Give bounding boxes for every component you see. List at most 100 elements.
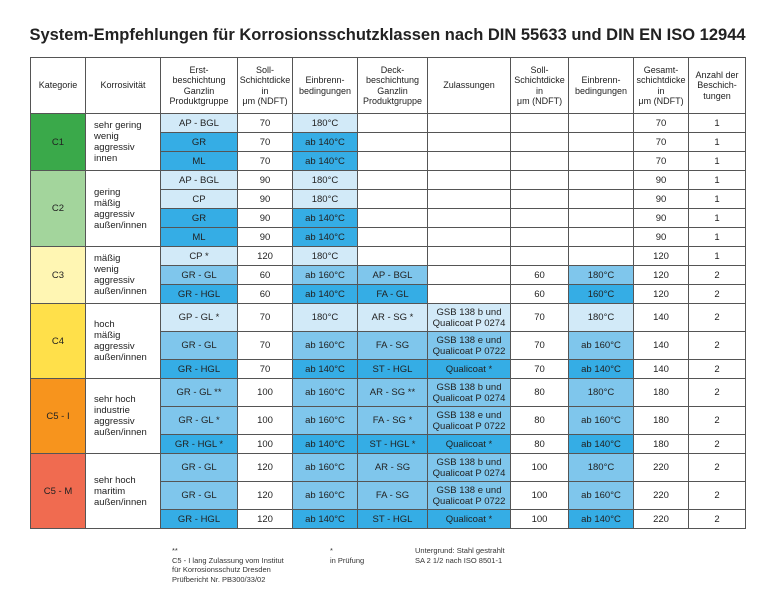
cell: 120 bbox=[237, 509, 293, 529]
cell: ST - HGL * bbox=[357, 434, 428, 454]
text-line: GSB 138 b und bbox=[436, 381, 502, 393]
text-line: Soll- bbox=[255, 64, 274, 75]
text-line: Produktgruppe bbox=[169, 96, 229, 106]
cell: 120 bbox=[237, 481, 293, 510]
empty-cell bbox=[427, 151, 511, 171]
table-row: GR - HGL 60 ab 140°C FA - GL 60 160°C 120 2 bbox=[31, 284, 746, 304]
cell: FA - SG bbox=[357, 331, 428, 360]
cell: 180 bbox=[633, 434, 689, 454]
cell: GP - GL * bbox=[160, 303, 238, 332]
cell: ab 160°C bbox=[292, 453, 358, 482]
cell: 90 bbox=[633, 170, 689, 190]
cell: 2 bbox=[688, 303, 746, 332]
cell: 2 bbox=[688, 378, 746, 407]
cell: 90 bbox=[633, 227, 689, 247]
text-line: ** bbox=[172, 546, 178, 555]
text-line: Qualicoat P 0274 bbox=[432, 467, 506, 479]
cell: AR - SG * bbox=[357, 303, 428, 332]
text-line: GSB 138 e und bbox=[436, 334, 502, 346]
cell: 60 bbox=[510, 265, 569, 285]
cell: GR bbox=[160, 132, 238, 152]
text-line: GSB 138 b und bbox=[436, 456, 502, 468]
text-line: Qualicoat P 0722 bbox=[432, 345, 506, 357]
text-line: in bbox=[535, 85, 543, 96]
category-cell: C5 - I bbox=[30, 378, 86, 454]
title: System-Empfehlungen für Korrosionsschutz… bbox=[29, 26, 746, 44]
cell: FA - GL bbox=[357, 284, 428, 304]
table-row: GR - HGL * 100 ab 140°C ST - HGL * Qualicoat… bbox=[31, 434, 746, 454]
cell: ab 140°C bbox=[292, 359, 358, 379]
cell: ab 140°C bbox=[292, 151, 358, 171]
corrosivity-cell: sehr hoch maritim außen/innen bbox=[85, 453, 161, 529]
cell: ab 160°C bbox=[292, 406, 358, 435]
cell: 90 bbox=[633, 189, 689, 209]
cell: ab 140°C bbox=[292, 509, 358, 529]
cell: ab 160°C bbox=[568, 481, 634, 510]
empty-cell bbox=[357, 189, 428, 209]
cell: 180°C bbox=[568, 265, 634, 285]
table-row: GR - HGL 70 ab 140°C ST - HGL Qualicoat * 70 a… bbox=[31, 359, 746, 379]
header-cell: Erst-beschichtung Ganzlin Produktgruppe bbox=[160, 57, 238, 114]
cell: GSB 138 b und Qualicoat P 0274 bbox=[427, 303, 511, 332]
empty-cell bbox=[427, 265, 511, 285]
cell: 180°C bbox=[568, 378, 634, 407]
cell: CP * bbox=[160, 246, 238, 266]
cell: GSB 138 b und Qualicoat P 0274 bbox=[427, 378, 511, 407]
cell: 70 bbox=[510, 303, 569, 332]
text-line: sehr hoch bbox=[94, 474, 136, 486]
cell: ab 160°C bbox=[292, 378, 358, 407]
category-cell: C5 - M bbox=[30, 453, 86, 529]
cell: 180°C bbox=[568, 303, 634, 332]
cell: 2 bbox=[688, 331, 746, 360]
cell: 70 bbox=[633, 113, 689, 133]
cell: ML bbox=[160, 151, 238, 171]
empty-cell bbox=[427, 284, 511, 304]
cell: 90 bbox=[237, 170, 293, 190]
cell: ab 160°C bbox=[568, 406, 634, 435]
text-line: hoch bbox=[94, 319, 115, 330]
text-line: gering bbox=[94, 186, 121, 198]
text-line: Qualicoat P 0722 bbox=[432, 495, 506, 507]
text-line: sehr gering bbox=[94, 120, 142, 131]
text-line: Schichtdicke bbox=[239, 75, 291, 85]
cell: AR - SG bbox=[357, 453, 428, 482]
text-line: μm (NDFT) bbox=[242, 96, 288, 106]
empty-cell bbox=[568, 227, 634, 247]
cell: ML bbox=[160, 227, 238, 247]
cell: GSB 138 e und Qualicoat P 0722 bbox=[427, 481, 511, 510]
table-row: CP 90 180°C 90 1 bbox=[31, 189, 746, 209]
text-line: Soll- bbox=[530, 64, 549, 75]
cell: ab 140°C bbox=[568, 434, 634, 454]
category-cell: C3 bbox=[30, 246, 86, 304]
empty-cell bbox=[357, 132, 428, 152]
cell: 70 bbox=[237, 331, 293, 360]
empty-cell bbox=[357, 170, 428, 190]
text-line: bedingungen bbox=[574, 85, 628, 96]
empty-cell bbox=[510, 246, 569, 266]
table-row: C3 mäßig wenig aggressiv außen/innen CP * 120… bbox=[30, 246, 746, 304]
cell: Qualicoat * bbox=[427, 359, 511, 379]
corrosivity-cell: sehr hoch industrie aggressiv außen/innen bbox=[85, 378, 161, 454]
cell: 90 bbox=[633, 208, 689, 228]
empty-cell bbox=[427, 227, 511, 247]
cell: 220 bbox=[633, 509, 689, 529]
text-line: wenig aggressiv bbox=[94, 131, 135, 153]
category-cell: C1 bbox=[30, 113, 86, 171]
cell: Qualicoat * bbox=[427, 509, 511, 529]
cell: 80 bbox=[510, 406, 569, 435]
cell: 1 bbox=[688, 113, 746, 133]
text-line: Ganzlin bbox=[377, 85, 408, 96]
cell: 70 bbox=[237, 151, 293, 171]
text-line: mäßig aggressiv bbox=[94, 330, 135, 352]
cell: ST - HGL bbox=[357, 509, 428, 529]
footnote: * in Prüfung bbox=[330, 546, 364, 565]
header-cell: Zulassungen bbox=[427, 57, 511, 114]
text-line: Ganzlin bbox=[183, 85, 215, 96]
empty-cell bbox=[510, 132, 569, 152]
cell: 1 bbox=[688, 170, 746, 190]
cell: ab 140°C bbox=[292, 208, 358, 228]
cell: 180°C bbox=[292, 246, 358, 266]
text-line: GSB 138 b und bbox=[436, 306, 502, 318]
